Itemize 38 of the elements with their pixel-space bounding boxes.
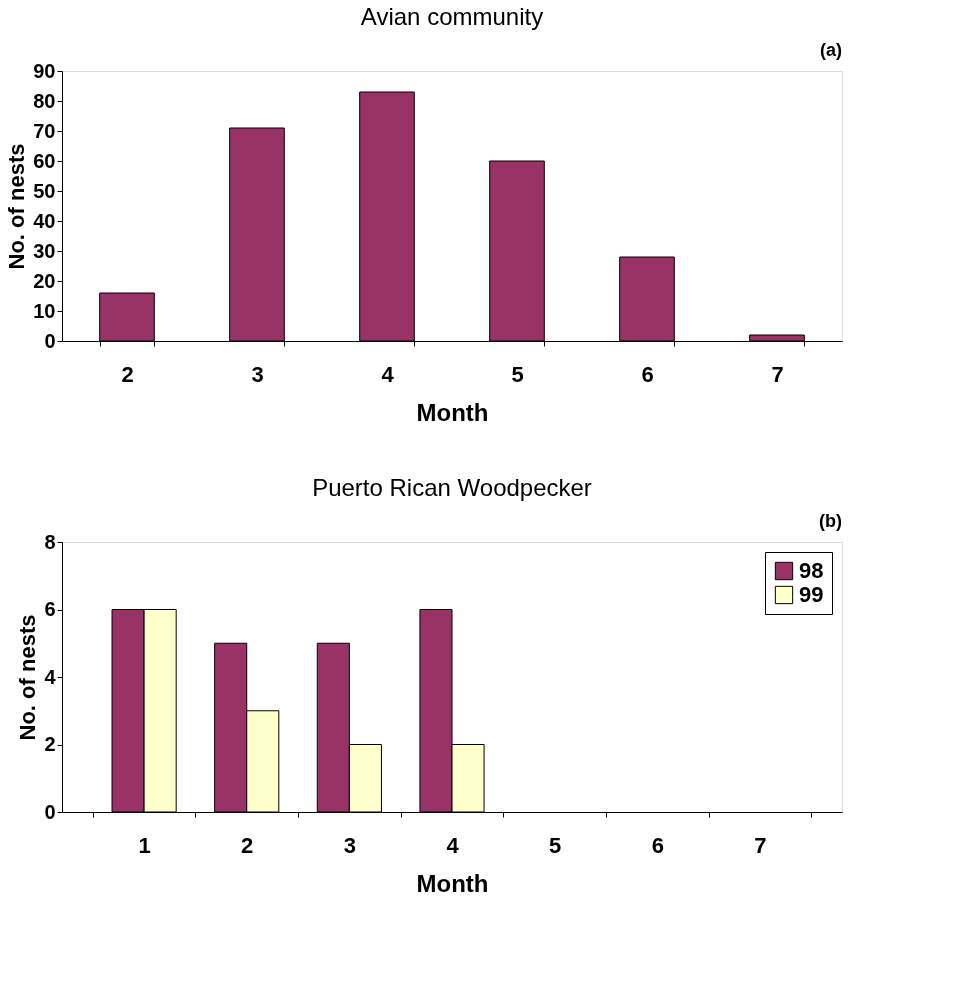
chart-title: Puerto Rican Woodpecker [312,474,592,501]
x-tick-label: 3 [251,361,264,387]
y-tick-label: 6 [44,598,56,620]
text: (a) [820,40,842,60]
y-tick-label: 90 [33,59,56,82]
y-tick-label: 4 [44,665,57,688]
x-tick-label: 5 [511,361,524,387]
text: (b) [819,511,842,531]
x-tick-label: 4 [446,832,460,858]
y-tick-label: 2 [44,733,56,755]
y-tick-label: 40 [33,209,56,232]
y-tick-label: 20 [33,269,56,292]
y-tick-label: 60 [33,149,56,172]
x-tick-label: 7 [771,361,784,387]
y-tick-label: 8 [44,530,56,553]
y-tick-label: 70 [33,119,56,142]
x-axis-title: Month [416,869,489,897]
x-tick-label: 3 [343,832,356,858]
y-tick-label: 30 [33,239,56,262]
y-tick-label: 0 [44,329,56,352]
x-tick-label: 6 [641,361,654,387]
y-axis-title: No. of nests [4,143,30,270]
y-tick-label: 80 [33,89,56,112]
x-tick-label: 5 [549,832,562,858]
y-tick-label: 50 [33,179,56,202]
y-tick-label: 10 [33,299,56,322]
legend-label: 98 [799,558,824,583]
chart-title: Avian community [360,3,544,30]
x-tick-label: 4 [381,361,395,387]
x-tick-label: 1 [138,832,151,858]
x-tick-label: 6 [651,832,664,858]
x-tick-label: 7 [754,832,767,858]
y-tick-label: 0 [44,800,56,823]
x-axis-title: Month [416,398,489,426]
legend-label: 99 [799,582,824,607]
x-tick-label: 2 [241,832,254,858]
y-axis-title: No. of nests [15,614,41,741]
x-tick-label: 2 [121,361,134,387]
